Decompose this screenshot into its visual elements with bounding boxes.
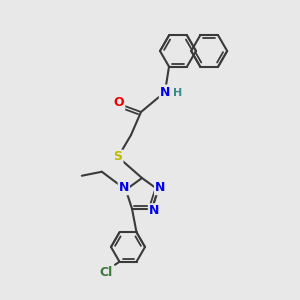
Text: N: N	[155, 181, 165, 194]
Text: N: N	[118, 181, 129, 194]
Text: N: N	[160, 85, 170, 98]
Text: S: S	[113, 151, 122, 164]
Text: N: N	[149, 204, 159, 217]
Text: O: O	[114, 97, 124, 110]
Text: Cl: Cl	[99, 266, 112, 279]
Text: H: H	[173, 88, 183, 98]
